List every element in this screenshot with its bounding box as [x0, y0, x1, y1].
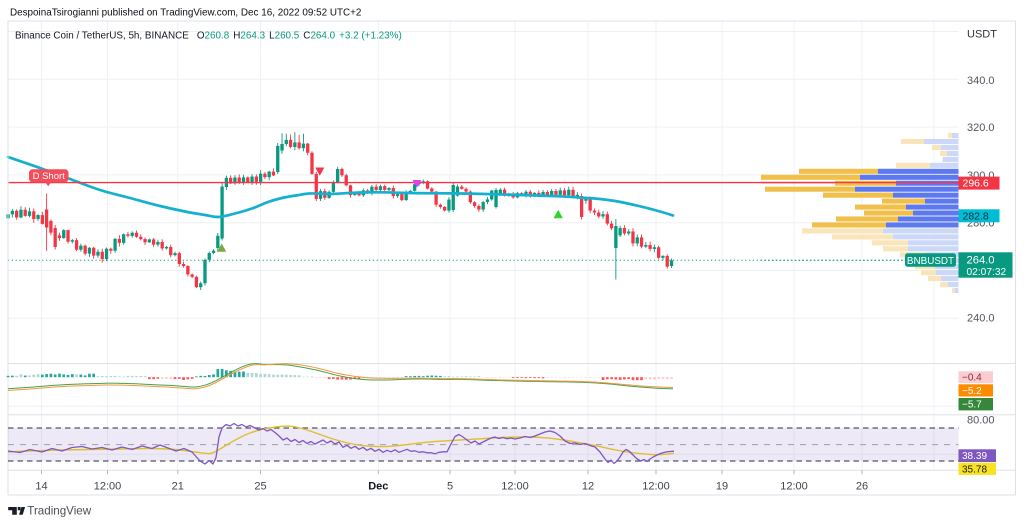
svg-text:Binance Coin / TetherUS, 5h, B: Binance Coin / TetherUS, 5h, BINANCE O260…	[15, 30, 402, 41]
svg-text:296.6: 296.6	[963, 178, 989, 190]
svg-text:264.0: 264.0	[967, 254, 995, 266]
svg-text:19: 19	[716, 480, 728, 492]
svg-text:12:00: 12:00	[642, 480, 670, 492]
svg-text:26: 26	[856, 480, 868, 492]
svg-text:35.78: 35.78	[962, 464, 987, 475]
svg-text:12:00: 12:00	[780, 480, 808, 492]
svg-text:Dec: Dec	[368, 480, 388, 492]
svg-text:−5.7: −5.7	[962, 400, 982, 411]
svg-text:D Short: D Short	[33, 171, 66, 182]
svg-text:320.0: 320.0	[967, 122, 995, 134]
svg-text:12:00: 12:00	[94, 480, 122, 492]
svg-text:−5.2: −5.2	[962, 386, 982, 397]
svg-text:80.00: 80.00	[967, 414, 995, 426]
svg-text:14: 14	[35, 480, 47, 492]
svg-text:12:00: 12:00	[501, 480, 529, 492]
svg-text:21: 21	[172, 480, 184, 492]
svg-text:−0.4: −0.4	[962, 373, 982, 384]
svg-text:TradingView: TradingView	[27, 505, 91, 518]
svg-text:240.0: 240.0	[967, 312, 995, 324]
svg-text:282.8: 282.8	[963, 210, 989, 222]
svg-text:12: 12	[582, 480, 594, 492]
svg-text:340.0: 340.0	[967, 75, 995, 87]
svg-text:5: 5	[447, 480, 453, 492]
svg-text:02:07:32: 02:07:32	[967, 267, 1007, 278]
svg-text:DespoinaTsirogianni published: DespoinaTsirogianni published on Trading…	[10, 8, 361, 19]
svg-text:38.39: 38.39	[962, 451, 987, 462]
svg-text:25: 25	[254, 480, 266, 492]
svg-text:USDT: USDT	[967, 29, 997, 41]
svg-text:BNBUSDT: BNBUSDT	[907, 256, 954, 267]
